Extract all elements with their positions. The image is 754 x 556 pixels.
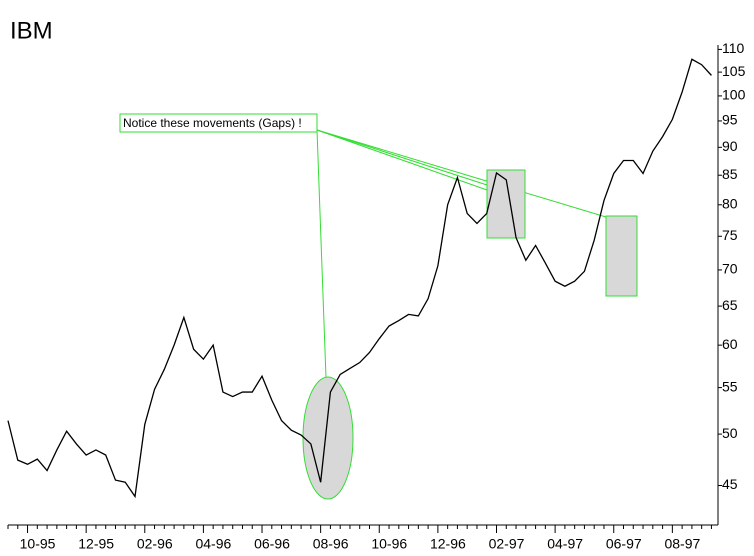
y-tick-label: 80: [722, 195, 738, 211]
y-tick-label: 90: [722, 138, 738, 154]
y-tick-label: 95: [722, 112, 738, 128]
callout-line: [316, 129, 607, 218]
x-tick-label: 12-95: [78, 536, 114, 552]
x-tick-label: 06-96: [254, 536, 290, 552]
x-tick-label: 08-96: [313, 536, 349, 552]
x-tick-label: 10-95: [20, 536, 56, 552]
x-tick-label: 10-96: [371, 536, 407, 552]
annotations: [119, 113, 638, 500]
y-tick-label: 60: [722, 336, 738, 352]
x-tick-label: 02-97: [489, 536, 525, 552]
y-tick-label: 105: [722, 63, 746, 79]
gap-ellipse: [302, 376, 354, 500]
chart-title: IBM: [10, 17, 53, 44]
annotation-box: [119, 113, 318, 133]
y-tick-label: 110: [722, 40, 745, 56]
gap-box: [605, 215, 638, 297]
x-tick-label: 02-96: [137, 536, 173, 552]
y-tick-label: 50: [722, 425, 738, 441]
y-tick-label: 70: [722, 261, 738, 277]
annotation-text: Notice these movements (Gaps) !: [123, 116, 302, 130]
y-tick-label: 100: [722, 87, 746, 103]
y-tick-label: 85: [722, 166, 738, 182]
x-tick-label: 06-97: [606, 536, 642, 552]
callout-line: [316, 129, 488, 186]
y-tick-label: 75: [722, 227, 738, 243]
y-tick-label: 55: [722, 378, 738, 394]
y-tick-label: 65: [722, 297, 738, 313]
x-tick-label: 12-96: [430, 536, 466, 552]
x-tick-label: 08-97: [664, 536, 700, 552]
x-tick-label: 04-97: [547, 536, 583, 552]
callout-line: [316, 129, 488, 191]
price-line: [7, 58, 712, 499]
y-tick-label: 45: [722, 476, 738, 492]
x-tick-label: 04-96: [195, 536, 231, 552]
callout-line: [316, 129, 327, 379]
